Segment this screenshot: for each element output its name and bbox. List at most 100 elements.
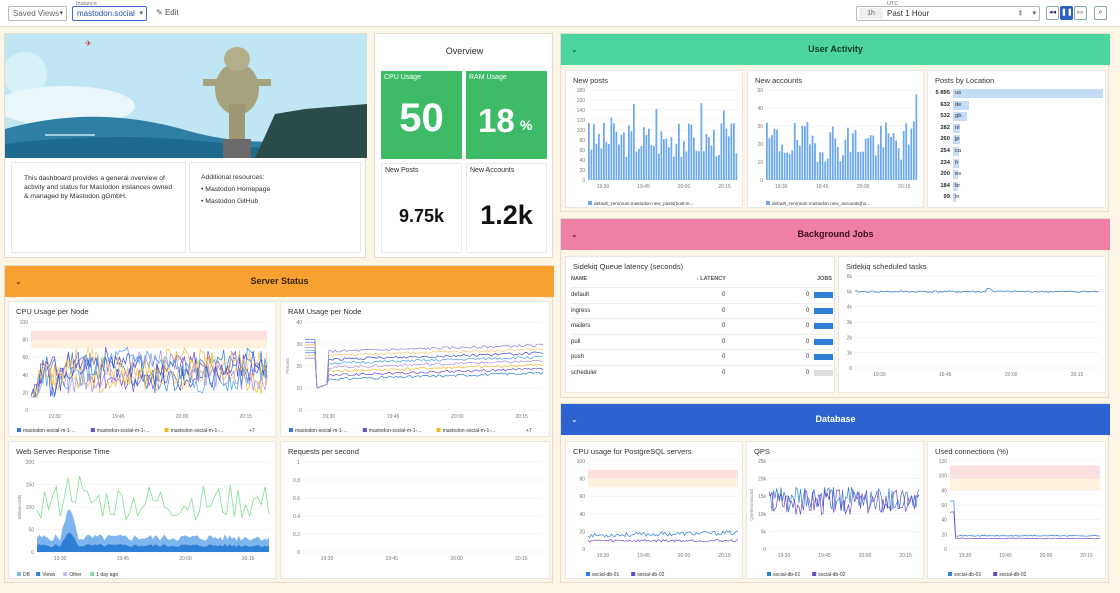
github-link[interactable]: Mastodon GitHub bbox=[205, 198, 259, 205]
db02-series bbox=[587, 539, 739, 543]
queue-table-body: default 0 0 ingress 0 0 mailers 0 0 pull 0 0 push 0 0 s… bbox=[570, 287, 834, 387]
background-jobs-header[interactable]: ⌄ Background Jobs bbox=[561, 219, 1110, 250]
location-row[interactable]: 254 ca bbox=[931, 146, 1106, 157]
location-code: ca bbox=[955, 148, 962, 154]
x-tick-label: 19:30 bbox=[775, 184, 788, 190]
account-bar bbox=[849, 151, 852, 180]
post-bar bbox=[623, 132, 625, 180]
queue-row[interactable]: default 0 0 bbox=[570, 287, 834, 303]
db01-series bbox=[768, 486, 920, 513]
col-latency[interactable]: ↓ LATENCY bbox=[696, 276, 726, 282]
post-bar bbox=[665, 138, 668, 180]
legend-label: Other bbox=[69, 572, 82, 578]
post-bar bbox=[675, 143, 678, 180]
queue-row[interactable]: pull 0 0 bbox=[570, 333, 834, 350]
user-activity-group: ⌄ User Activity New posts 180 160 140 120 100 8… bbox=[560, 33, 1110, 212]
location-code: fr bbox=[955, 159, 959, 166]
legend-swatch bbox=[631, 572, 636, 576]
y-tick-label: 80 bbox=[579, 477, 585, 483]
location-row[interactable]: 234 fr bbox=[931, 158, 1106, 169]
post-bar bbox=[705, 133, 708, 180]
cpu-usage-value: 50 bbox=[399, 96, 444, 140]
post-bar bbox=[668, 147, 670, 180]
legend-label: social-db-02 bbox=[818, 572, 845, 578]
pause-button[interactable]: ❚❚ bbox=[1060, 6, 1073, 20]
github-link-item[interactable]: • Mastodon GitHub bbox=[201, 198, 259, 205]
rewind-button[interactable]: ◂◂ bbox=[1046, 6, 1059, 20]
location-code: us bbox=[955, 90, 962, 96]
location-bar bbox=[953, 193, 956, 203]
database-header[interactable]: ⌄ Database bbox=[561, 404, 1110, 435]
y-tick-label: 180 bbox=[577, 88, 586, 94]
col-jobs[interactable]: JOBS bbox=[817, 276, 832, 282]
edit-button[interactable]: ✎ Edit bbox=[156, 8, 179, 17]
location-row[interactable]: 200 es bbox=[931, 169, 1106, 180]
post-bar bbox=[718, 155, 720, 180]
search-button[interactable]: ⌕ bbox=[1094, 6, 1107, 20]
server-status-header[interactable]: ⌄ Server Status bbox=[5, 266, 554, 297]
pg-cpu-chart: 100 80 60 40 20 0 19:30 19:45 20:00 20:15 social-d… bbox=[577, 459, 739, 578]
account-bar bbox=[771, 135, 773, 180]
instance-select[interactable]: mastodon.social ▾ bbox=[72, 6, 147, 21]
col-latency-label: LATENCY bbox=[700, 276, 726, 282]
account-bar bbox=[892, 133, 895, 180]
legend-label: social-db-01 bbox=[954, 572, 981, 578]
homepage-link[interactable]: Mastodon Homepage bbox=[205, 186, 271, 193]
location-row[interactable]: 5 895 us bbox=[931, 88, 1106, 99]
location-row[interactable]: 184 br bbox=[931, 181, 1106, 192]
location-row[interactable]: 532 gb bbox=[931, 111, 1106, 122]
legend-swatch bbox=[436, 428, 441, 432]
y-tick-label: 0 bbox=[763, 547, 766, 553]
account-bar bbox=[885, 122, 887, 180]
x-tick-label: 19:30 bbox=[323, 414, 336, 420]
x-tick-label: 19:30 bbox=[873, 372, 886, 378]
ram-node-series bbox=[305, 347, 544, 389]
post-bar bbox=[723, 110, 725, 180]
y-tick-label: 140 bbox=[577, 108, 586, 114]
saved-views-select[interactable]: Saved Views ▾ bbox=[8, 6, 67, 21]
post-bar bbox=[710, 145, 713, 180]
fast-forward-button[interactable]: ▸▸ bbox=[1074, 6, 1087, 20]
x-tick-label: 20:15 bbox=[240, 414, 253, 420]
legend-swatch bbox=[766, 201, 770, 205]
queue-row[interactable]: scheduler 0 0 bbox=[570, 364, 834, 381]
user-activity-header[interactable]: ⌄ User Activity bbox=[561, 34, 1110, 65]
queue-row[interactable]: mailers 0 0 bbox=[570, 318, 834, 334]
location-row[interactable]: 99 in bbox=[931, 192, 1106, 203]
legend-label: social-db-02 bbox=[637, 572, 664, 578]
account-bar bbox=[834, 138, 837, 180]
post-bar bbox=[650, 144, 653, 180]
queue-row[interactable]: push 0 0 bbox=[570, 349, 834, 365]
col-name[interactable]: NAME bbox=[571, 276, 588, 282]
location-count: 184 bbox=[940, 182, 950, 189]
new-posts-chart: 180 160 140 120 100 80 60 40 20 0 19:30 19:45 20:00 2… bbox=[577, 88, 738, 206]
location-bar bbox=[953, 100, 970, 110]
legend-swatch bbox=[812, 572, 817, 576]
y-tick-label: 60 bbox=[22, 355, 28, 361]
post-bar bbox=[618, 144, 620, 180]
account-bar bbox=[824, 161, 827, 180]
pin-icon: ⇞ bbox=[1017, 9, 1024, 18]
queue-name: default bbox=[571, 292, 590, 298]
location-bar bbox=[953, 170, 959, 180]
post-bar bbox=[645, 135, 648, 180]
account-bar bbox=[809, 144, 811, 180]
y-tick-label: 6k bbox=[847, 274, 853, 280]
overview-card: Overview CPU Usage 50 RAM Usage 18 % New… bbox=[374, 33, 553, 258]
post-bar bbox=[590, 149, 593, 180]
widget-title: CPU usage for PostgreSQL servers bbox=[573, 447, 692, 456]
location-row[interactable]: 282 nl bbox=[931, 123, 1106, 134]
queue-latency: 0 bbox=[722, 292, 726, 298]
location-row[interactable]: 260 jp bbox=[931, 134, 1106, 145]
queue-row[interactable]: ingress 0 0 bbox=[570, 302, 834, 319]
time-range-select[interactable]: 1h Past 1 Hour ⇞ ▾ bbox=[856, 6, 1040, 21]
y-tick-label: 20 bbox=[296, 364, 302, 370]
location-row[interactable]: 632 de bbox=[931, 100, 1106, 111]
legend-swatch bbox=[63, 572, 68, 576]
post-bar bbox=[615, 131, 618, 180]
x-tick-label: 20:15 bbox=[515, 556, 528, 562]
homepage-link-item[interactable]: • Mastodon Homepage bbox=[201, 186, 271, 193]
chevron-down-icon: ⌄ bbox=[571, 230, 578, 239]
time-short-badge: 1h bbox=[859, 8, 883, 19]
legend-swatch bbox=[586, 572, 590, 576]
